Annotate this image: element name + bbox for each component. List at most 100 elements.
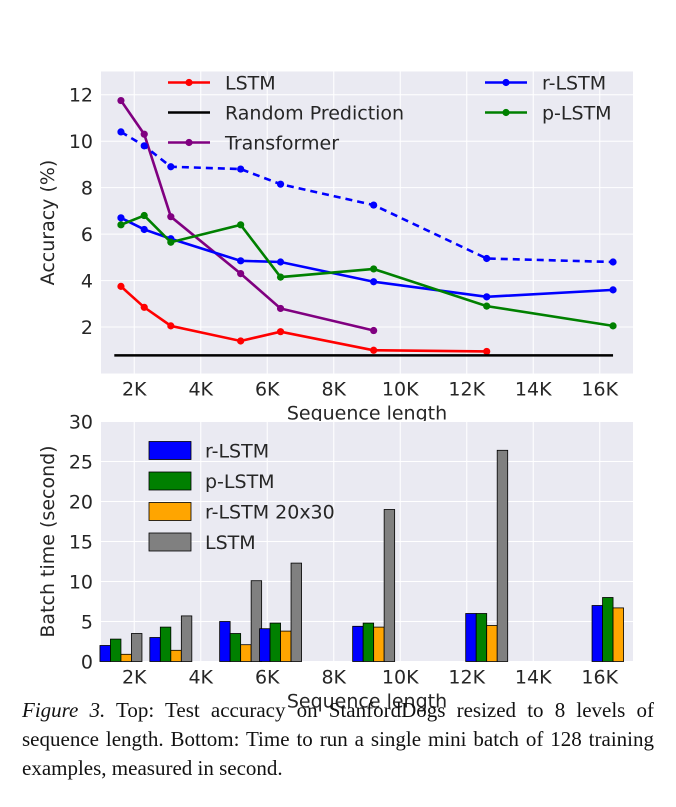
data-point-transformer bbox=[117, 96, 125, 105]
legend-label-random-prediction: Random Prediction bbox=[225, 103, 404, 125]
legend-label-r-lstm: r-LSTM bbox=[205, 441, 269, 463]
data-point-transformer bbox=[237, 270, 245, 278]
y-tick-label: 8 bbox=[81, 178, 93, 200]
series-line-transformer bbox=[119, 99, 374, 332]
data-point-r-lstm bbox=[370, 278, 378, 286]
plot-background bbox=[101, 71, 633, 374]
legend-marker-lstm bbox=[185, 78, 193, 87]
data-point-p-lstm bbox=[609, 322, 617, 330]
data-point-r-lstm-dashed bbox=[609, 258, 617, 266]
data-point-transformer bbox=[370, 326, 378, 335]
x-tick-label: 6K bbox=[255, 667, 280, 689]
bar-r-lstm-20x30 bbox=[240, 644, 252, 662]
legend-label-transformer: Transformer bbox=[224, 133, 339, 155]
data-point-r-lstm bbox=[140, 225, 148, 234]
data-point-r-lstm-dashed bbox=[167, 163, 175, 171]
bar-r-lstm bbox=[99, 645, 111, 662]
legend-swatch-p-lstm bbox=[148, 471, 192, 491]
bar-lstm bbox=[496, 449, 509, 662]
legend-label-p-lstm: p-LSTM bbox=[205, 471, 275, 493]
bar-p-lstm bbox=[159, 626, 172, 662]
legend-swatch-lstm bbox=[148, 532, 192, 552]
x-tick-label: 16K bbox=[581, 379, 618, 401]
data-point-r-lstm-dashed bbox=[370, 201, 378, 209]
caption-label: Figure 3. bbox=[22, 698, 106, 722]
data-point-p-lstm bbox=[117, 221, 125, 229]
legend-marker-r-lstm bbox=[502, 78, 510, 87]
bar-r-lstm bbox=[219, 621, 231, 662]
data-point-lstm bbox=[276, 328, 285, 336]
x-tick-label: 10K bbox=[382, 667, 419, 689]
series-line-r-lstm bbox=[120, 216, 614, 299]
bar-r-lstm-20x30 bbox=[170, 649, 182, 662]
y-tick-label: 25 bbox=[69, 452, 93, 474]
data-point-r-lstm bbox=[483, 293, 491, 301]
x-tick-label: 6K bbox=[255, 379, 280, 401]
data-point-p-lstm bbox=[370, 265, 378, 273]
bar-lstm bbox=[250, 580, 263, 662]
bar-r-lstm-20x30 bbox=[612, 607, 624, 662]
bar-r-lstm bbox=[352, 625, 364, 662]
data-point-r-lstm bbox=[609, 286, 617, 294]
legend-label-r-lstm: r-LSTM bbox=[542, 73, 606, 95]
data-point-lstm bbox=[167, 322, 175, 330]
y-tick-label: 5 bbox=[81, 612, 93, 634]
batch-time-chart: 2K 4K 6K 8K 10K 12K 14K 16K 0 5 10 15 20 25 30 Sequence… bbox=[37, 412, 633, 713]
bar-p-lstm bbox=[229, 633, 242, 662]
y-tick-label: 10 bbox=[69, 572, 93, 594]
bar-r-lstm bbox=[465, 613, 477, 662]
data-point-r-lstm-dashed bbox=[140, 142, 148, 150]
legend-marker-p-lstm bbox=[502, 108, 510, 117]
data-point-r-lstm-dashed bbox=[117, 128, 125, 136]
data-point-r-lstm bbox=[237, 257, 245, 265]
x-tick-label: 16K bbox=[581, 667, 618, 689]
x-tick-label: 14K bbox=[515, 667, 552, 689]
x-tick-label: 14K bbox=[515, 379, 552, 401]
legend-label-lstm: LSTM bbox=[225, 73, 276, 95]
bar-p-lstm bbox=[110, 638, 122, 662]
legend-label-p-lstm: p-LSTM bbox=[542, 103, 612, 125]
series-line-p-lstm bbox=[120, 214, 614, 328]
figure-caption: Figure 3. Top: Test accuracy on Stanford… bbox=[22, 696, 654, 783]
x-axis-label: Sequence length bbox=[287, 403, 447, 425]
data-point-transformer bbox=[276, 304, 285, 313]
data-point-lstm bbox=[117, 282, 125, 290]
legend-label-r-lstm-20x30: r-LSTM 20x30 bbox=[205, 502, 335, 524]
bar-lstm bbox=[383, 509, 396, 662]
legend-swatch-r-lstm-20x30 bbox=[148, 502, 192, 521]
caption-text: Top: Test accuracy on StanfordDogs resiz… bbox=[22, 698, 654, 780]
series-line-r-lstm-dashed bbox=[120, 130, 614, 264]
y-axis-label: Accuracy (%) bbox=[37, 160, 59, 286]
data-point-p-lstm bbox=[483, 302, 491, 310]
x-tick-label: 4K bbox=[188, 667, 213, 689]
bar-r-lstm-20x30 bbox=[373, 626, 385, 662]
bar-r-lstm-20x30 bbox=[486, 625, 498, 662]
y-tick-label: 20 bbox=[69, 492, 93, 514]
bar-p-lstm bbox=[269, 622, 281, 662]
bar-r-lstm-20x30 bbox=[120, 653, 132, 662]
y-tick-label: 10 bbox=[69, 131, 93, 153]
data-point-transformer bbox=[167, 213, 175, 221]
y-axis-label: Batch time (second) bbox=[37, 445, 59, 637]
x-tick-label: 2K bbox=[122, 379, 147, 401]
data-point-p-lstm bbox=[237, 221, 245, 229]
data-point-lstm bbox=[370, 346, 378, 354]
x-tick-label: 8K bbox=[321, 667, 346, 689]
legend-label-lstm: LSTM bbox=[205, 532, 256, 554]
y-tick-label: 12 bbox=[69, 85, 93, 107]
data-point-r-lstm-dashed bbox=[237, 165, 245, 173]
x-tick-label: 12K bbox=[448, 379, 485, 401]
bar-lstm bbox=[131, 633, 143, 662]
y-tick-label: 4 bbox=[81, 271, 93, 293]
bar-r-lstm bbox=[591, 605, 603, 662]
data-point-p-lstm bbox=[140, 211, 148, 220]
data-point-lstm bbox=[140, 303, 148, 311]
data-point-r-lstm-dashed bbox=[483, 254, 491, 263]
y-tick-label: 0 bbox=[81, 652, 93, 674]
legend-marker-transformer bbox=[185, 138, 193, 147]
data-point-p-lstm bbox=[276, 273, 285, 281]
bar-p-lstm bbox=[475, 613, 488, 662]
data-point-r-lstm bbox=[276, 258, 285, 266]
data-point-lstm bbox=[483, 347, 491, 356]
